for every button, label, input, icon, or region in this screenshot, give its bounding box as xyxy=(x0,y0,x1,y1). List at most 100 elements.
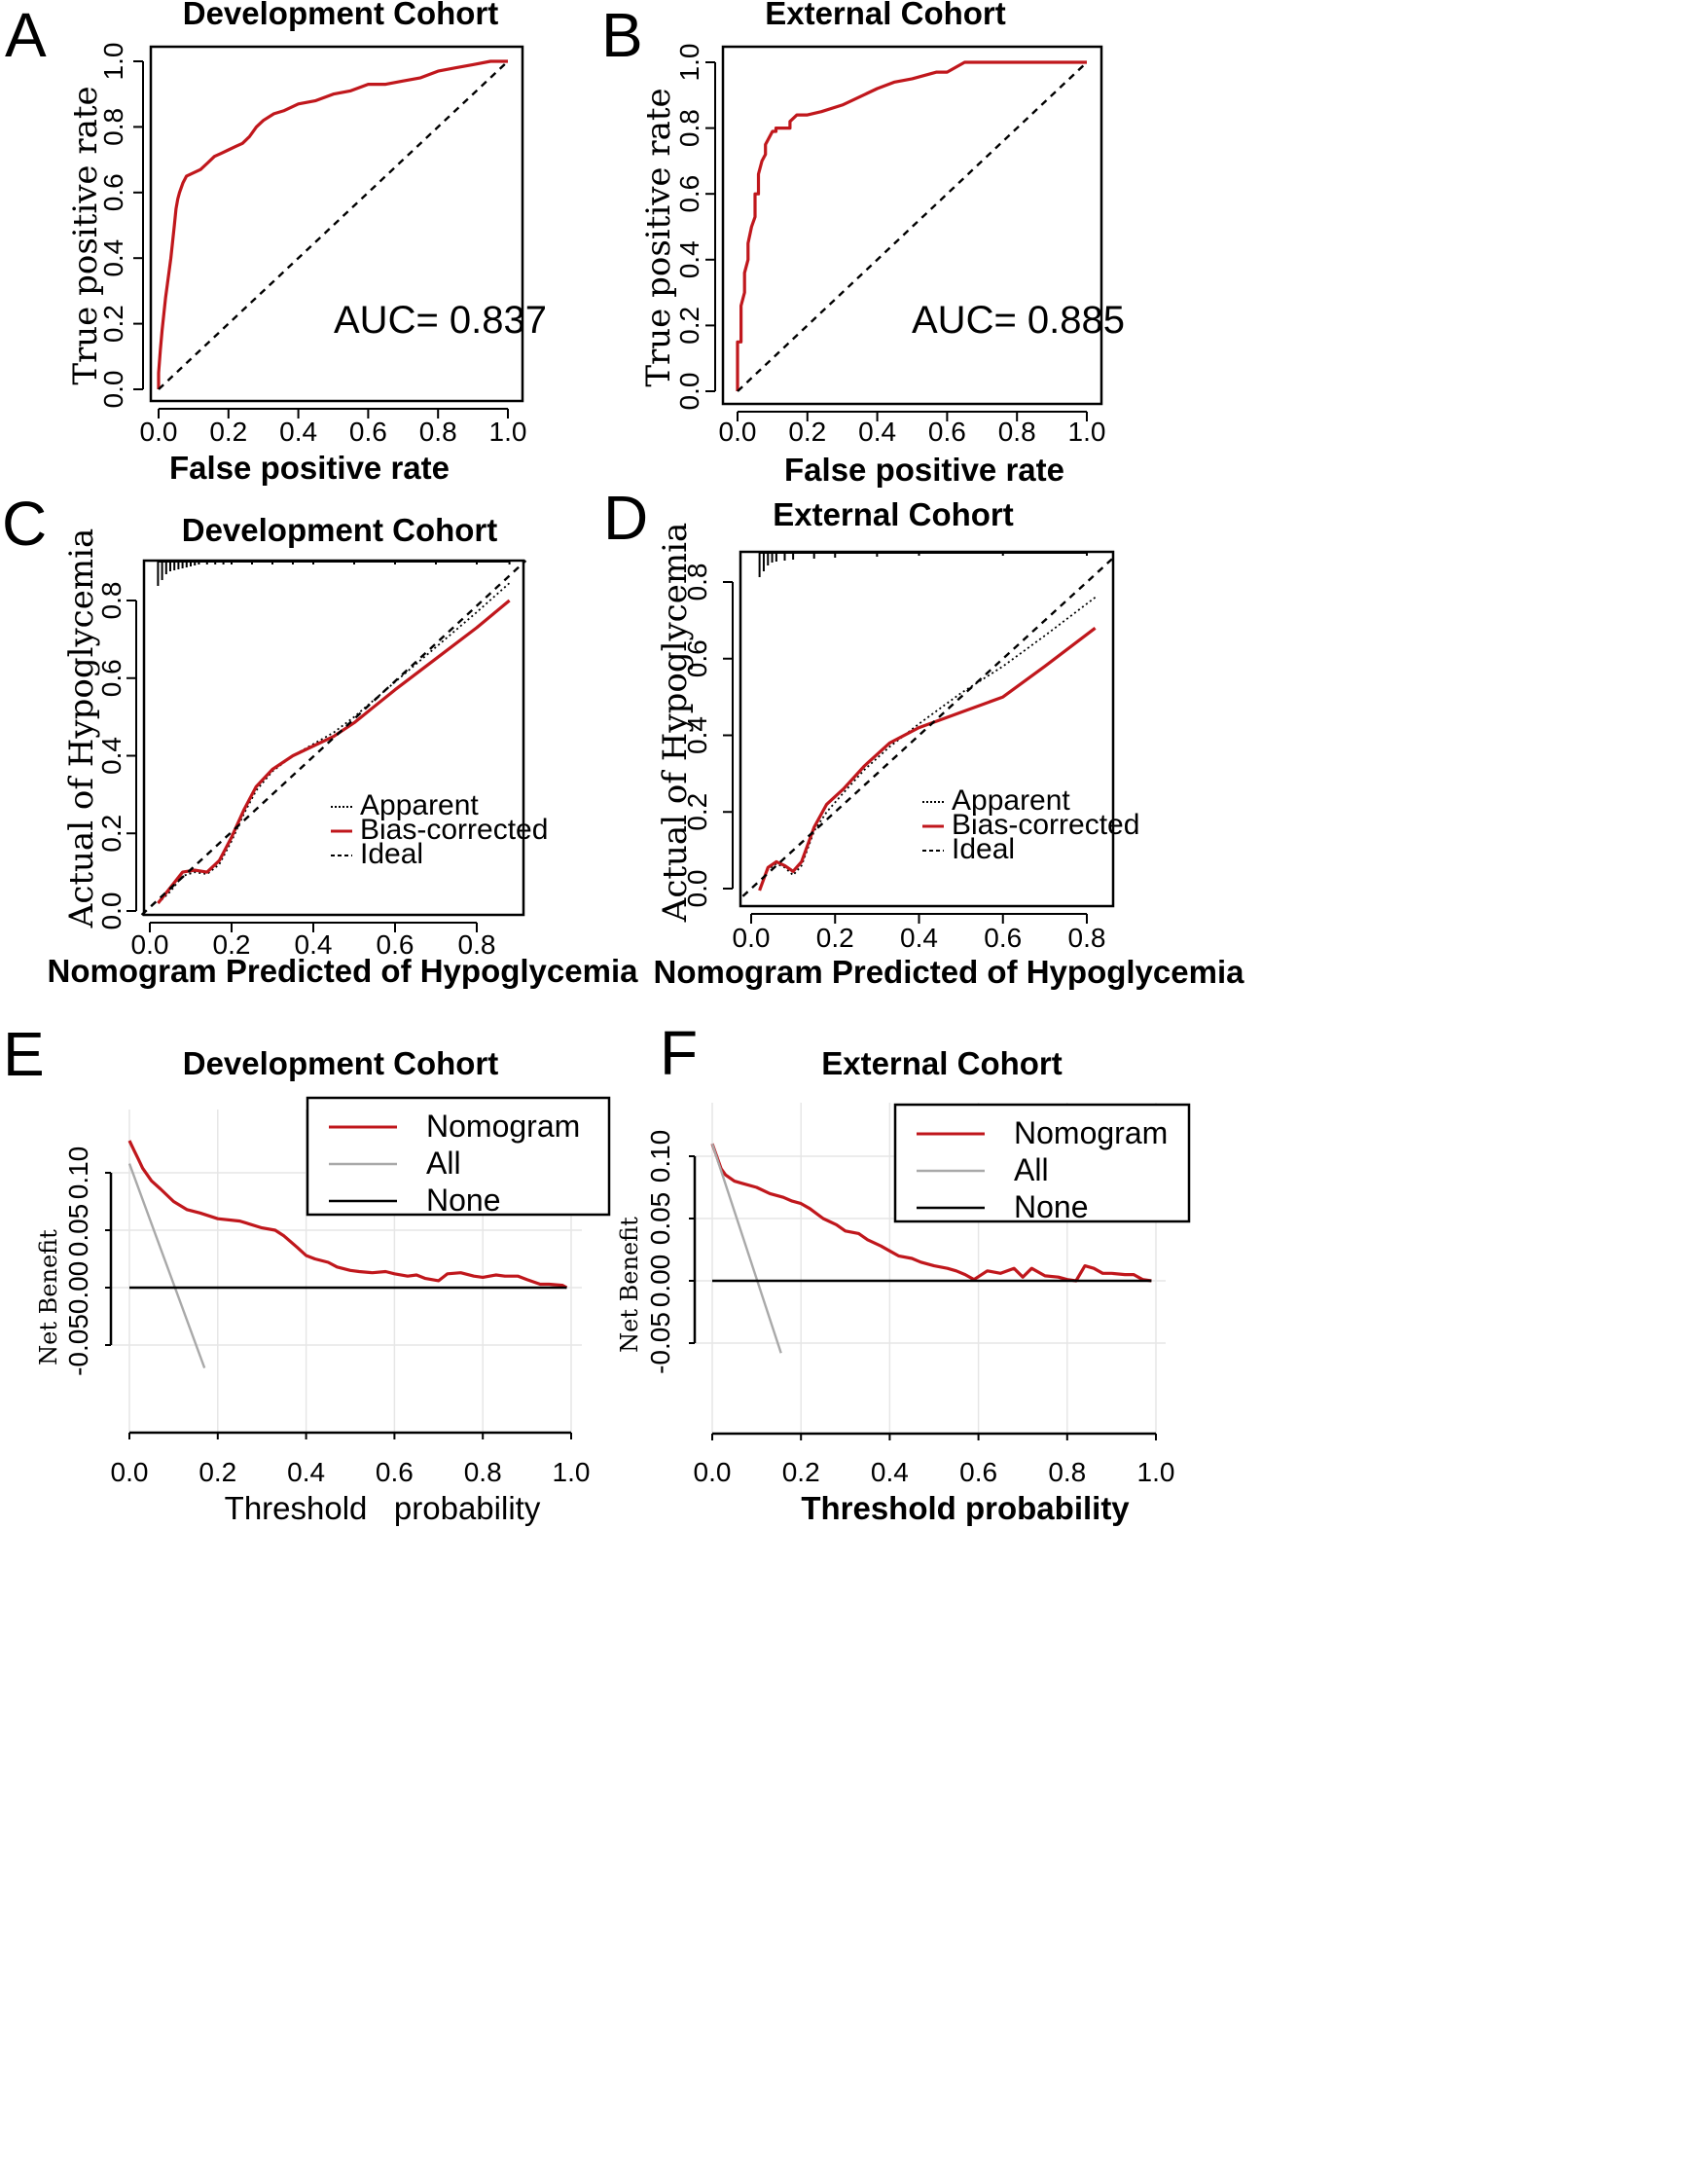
legend-label: None xyxy=(426,1183,501,1218)
chart-b: B External Cohort 0.0 0.2 0.4 0.6 0.8 1.0 0.0 0.2… xyxy=(601,0,1125,488)
chart-f: F External Cohort 0.0 0.2 0.4 0.6 0.8 1.0 -0.05 0… xyxy=(616,1018,1191,1526)
y-tick-label: 0.2 xyxy=(682,793,712,831)
y-axis-label: Actual of Hypoglycemia xyxy=(62,528,101,928)
y-tick-label: 0.6 xyxy=(674,175,704,213)
legend-box xyxy=(893,1103,1191,1223)
y-tick-label: 0.8 xyxy=(682,564,712,601)
plot-frame xyxy=(149,45,524,403)
y-tick-label: 0.8 xyxy=(674,109,704,147)
x-tick-label: 0.4 xyxy=(295,929,333,960)
chart-d: D External Cohort 0.0 0.2 0.4 0.6 0.8 0.0 0.2 0.4… xyxy=(603,483,1244,990)
plot-frame xyxy=(721,45,1103,406)
x-tick-label: 0.8 xyxy=(419,417,457,447)
x-tick-label: 0.4 xyxy=(858,417,896,447)
series-roc xyxy=(157,59,508,389)
chart-title: External Cohort xyxy=(821,1045,1063,1081)
x-tick-label: 0.6 xyxy=(984,923,1022,953)
x-tick-label: 0.0 xyxy=(140,417,178,447)
x-tick-label: 0.0 xyxy=(131,929,169,960)
x-axis-label: Nomogram Predicted of Hypoglycemia xyxy=(654,954,1245,990)
y-tick-label: 0.8 xyxy=(96,582,126,620)
y-axis-label: Actual of Hypoglycemia xyxy=(656,523,695,923)
x-tick-label: 0.8 xyxy=(464,1457,502,1487)
legend-label: Bias-corrected xyxy=(952,809,1139,841)
y-tick-label: 0.6 xyxy=(98,173,128,211)
chart-title: External Cohort xyxy=(765,0,1006,31)
y-axis-label: Net Benefit xyxy=(35,1229,62,1365)
y-tick-label: 0.10 xyxy=(645,1130,675,1183)
y-tick-label: 0.0 xyxy=(682,870,712,908)
y-axis-label: True positive rate xyxy=(639,88,678,386)
auc-annotation: AUC= 0.837 xyxy=(334,299,547,342)
y-tick-label: -0.05 xyxy=(645,1312,675,1374)
panel-letter: F xyxy=(660,1018,698,1088)
x-axis-label: Nomogram Predicted of Hypoglycemia xyxy=(48,953,639,989)
legend-label: Apparent xyxy=(360,789,479,821)
x-tick-label: 1.0 xyxy=(489,417,527,447)
legend-label: All xyxy=(426,1146,461,1181)
y-tick-label: 0.4 xyxy=(96,737,126,775)
y-tick-label: 1.0 xyxy=(98,43,128,81)
chart-title: Development Cohort xyxy=(183,1045,499,1081)
x-tick-label: 0.4 xyxy=(279,417,317,447)
x-axis-label: False positive rate xyxy=(784,452,1064,488)
y-tick-label: 0.05 xyxy=(645,1192,675,1246)
series-reference xyxy=(737,61,1088,392)
y-tick-label: 0.2 xyxy=(98,305,128,343)
legend-label: Ideal xyxy=(952,833,1015,865)
series-nomogram xyxy=(710,1143,1152,1283)
series-nomogram xyxy=(127,1140,568,1290)
x-tick-label: 0.4 xyxy=(900,923,938,953)
y-tick-label: 0.0 xyxy=(96,892,126,930)
legend-box xyxy=(306,1096,611,1217)
x-tick-label: 0.2 xyxy=(788,417,826,447)
x-axis-label: Threshold probability xyxy=(225,1490,541,1526)
x-tick-label: 0.0 xyxy=(111,1457,149,1487)
x-axis-label: Threshold probability xyxy=(801,1490,1130,1526)
x-tick-label: 0.0 xyxy=(694,1457,732,1487)
x-tick-label: 0.8 xyxy=(998,417,1036,447)
x-tick-label: 0.6 xyxy=(376,1457,414,1487)
auc-annotation: AUC= 0.885 xyxy=(912,299,1125,342)
x-tick-label: 0.4 xyxy=(287,1457,325,1487)
x-tick-label: 0.0 xyxy=(733,923,771,953)
x-tick-label: 1.0 xyxy=(1137,1457,1175,1487)
y-tick-label: -0.05 xyxy=(63,1314,93,1376)
y-tick-label: 0.8 xyxy=(98,108,128,146)
series-all xyxy=(710,1143,782,1354)
legend-label: Nomogram xyxy=(426,1109,580,1144)
legend-label: Nomogram xyxy=(1014,1115,1168,1150)
y-tick-label: 0.6 xyxy=(96,659,126,697)
y-axis-label: True positive rate xyxy=(66,86,105,384)
series-bias-corrected xyxy=(157,599,511,904)
y-tick-label: 0.4 xyxy=(674,240,704,278)
y-axis-label: Net Benefit xyxy=(616,1217,643,1353)
chart-e: E Development Cohort 0.0 0.2 0.4 0.6 0.8 1.0 -0.… xyxy=(3,1019,611,1526)
x-tick-label: 0.2 xyxy=(816,923,854,953)
x-tick-label: 0.6 xyxy=(377,929,414,960)
legend-label: None xyxy=(1014,1189,1089,1224)
x-tick-label: 0.2 xyxy=(209,417,247,447)
y-tick-label: 0.4 xyxy=(682,716,712,754)
rug xyxy=(157,561,511,586)
y-tick-label: 0.0 xyxy=(98,371,128,409)
legend-label: Apparent xyxy=(952,784,1070,817)
x-tick-label: 0.2 xyxy=(198,1457,236,1487)
y-tick-label: 0.0 xyxy=(674,373,704,411)
y-tick-label: 0.00 xyxy=(63,1261,93,1315)
y-tick-label: 0.10 xyxy=(63,1147,93,1200)
series-apparent xyxy=(758,597,1097,890)
y-tick-label: 0.6 xyxy=(682,639,712,677)
panel-letter: D xyxy=(603,483,648,553)
series-ideal xyxy=(741,558,1113,897)
series-reference xyxy=(158,60,509,390)
y-tick-label: 0.05 xyxy=(63,1204,93,1257)
panel-letter: B xyxy=(601,0,643,70)
chart-title: External Cohort xyxy=(773,496,1014,532)
x-tick-label: 0.4 xyxy=(871,1457,909,1487)
x-tick-label: 0.8 xyxy=(1048,1457,1086,1487)
y-tick-label: 0.2 xyxy=(674,307,704,345)
